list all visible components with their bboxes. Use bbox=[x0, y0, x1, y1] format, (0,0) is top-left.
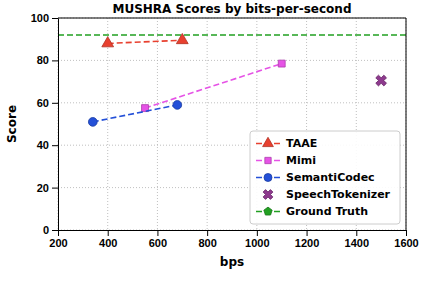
grid-line bbox=[58, 230, 406, 231]
grid-line bbox=[107, 18, 108, 230]
tick-label: 1200 bbox=[295, 237, 319, 249]
grid-line bbox=[58, 18, 59, 230]
tick-mark bbox=[356, 230, 357, 236]
tick-label: 1600 bbox=[394, 237, 418, 249]
tick-label: 60 bbox=[37, 97, 49, 109]
legend-label: Mimi bbox=[286, 154, 316, 167]
x-axis: 200 400 600 800 1000 1200 1400 1600 bbox=[49, 230, 418, 249]
legend-marker bbox=[264, 207, 272, 215]
tick: 1200 bbox=[295, 230, 319, 249]
tick-mark bbox=[58, 230, 59, 236]
tick: 80 bbox=[37, 54, 58, 66]
tick: 60 bbox=[37, 97, 58, 109]
series bbox=[142, 60, 286, 111]
legend: TAAE Mimi SemantiCodec SpeechTokenizer Groun… bbox=[250, 131, 400, 224]
legend-item: SemantiCodec bbox=[256, 171, 375, 184]
tick: 800 bbox=[198, 230, 216, 249]
tick-label: 100 bbox=[31, 12, 49, 24]
tick-label: 200 bbox=[49, 237, 67, 249]
frame bbox=[406, 18, 407, 230]
series-line bbox=[93, 105, 178, 122]
legend-label: Ground Truth bbox=[286, 205, 368, 218]
legend-item: SpeechTokenizer bbox=[261, 187, 391, 202]
legend-label: SpeechTokenizer bbox=[286, 188, 391, 201]
tick: 100 bbox=[31, 12, 58, 24]
tick: 1600 bbox=[394, 230, 418, 249]
tick-label: 1000 bbox=[245, 237, 269, 249]
marker bbox=[278, 60, 285, 67]
series bbox=[88, 101, 181, 127]
legend-item: Ground Truth bbox=[256, 205, 368, 218]
tick-mark bbox=[52, 188, 58, 189]
legend-marker bbox=[265, 157, 271, 163]
tick: 600 bbox=[149, 230, 167, 249]
marker bbox=[88, 118, 97, 127]
marker bbox=[173, 101, 182, 110]
legend-label: TAAE bbox=[286, 137, 317, 150]
grid-line bbox=[58, 102, 406, 103]
plot-data bbox=[58, 33, 406, 126]
tick-mark bbox=[406, 230, 407, 236]
legend-marker bbox=[264, 174, 272, 182]
x-axis-title: bps bbox=[220, 255, 244, 269]
title: MUSHRA Scores by bits-per-second bbox=[112, 2, 351, 16]
tick: 1400 bbox=[345, 230, 369, 249]
legend-item: TAAE bbox=[256, 137, 317, 150]
tick-mark bbox=[52, 230, 58, 231]
tick: 200 bbox=[49, 230, 67, 249]
tick-mark bbox=[257, 230, 258, 236]
tick-mark bbox=[52, 60, 58, 61]
frame bbox=[58, 18, 406, 19]
grid-line bbox=[157, 18, 158, 230]
tick-mark bbox=[52, 103, 58, 104]
tick-label: 1400 bbox=[345, 237, 369, 249]
tick-mark bbox=[52, 145, 58, 146]
series-line bbox=[145, 64, 282, 109]
grid-line bbox=[207, 18, 208, 230]
tick-label: 80 bbox=[37, 54, 49, 66]
tick-mark bbox=[52, 18, 58, 19]
marker bbox=[373, 72, 389, 88]
series bbox=[58, 34, 406, 35]
y-axis-title: Score bbox=[5, 105, 19, 143]
axis-line bbox=[58, 19, 59, 231]
reference-line bbox=[58, 34, 406, 36]
tick: 400 bbox=[99, 230, 117, 249]
tick-label: 600 bbox=[149, 237, 167, 249]
legend-marker bbox=[263, 137, 274, 146]
grid-line bbox=[58, 60, 406, 61]
axis-line bbox=[59, 230, 407, 231]
series-line bbox=[108, 40, 183, 43]
chart: 200 400 600 800 1000 1200 1400 1600 0 20 40 60 80 100… bbox=[0, 0, 424, 308]
tick-label: 800 bbox=[198, 237, 216, 249]
tick-mark bbox=[108, 230, 109, 236]
legend-label: SemantiCodec bbox=[286, 171, 375, 184]
tick-mark bbox=[157, 230, 158, 236]
legend-marker bbox=[261, 187, 276, 202]
legend-box bbox=[250, 131, 400, 224]
tick: 40 bbox=[37, 139, 58, 151]
series bbox=[373, 72, 389, 88]
grid bbox=[58, 18, 406, 230]
marker bbox=[102, 37, 114, 47]
tick: 1000 bbox=[245, 230, 269, 249]
y-axis: 0 20 40 60 80 100 bbox=[31, 12, 59, 236]
grid-line bbox=[58, 18, 406, 19]
tick-label: 20 bbox=[37, 182, 49, 194]
tick-label: 40 bbox=[37, 139, 49, 151]
tick-mark bbox=[307, 230, 308, 236]
tick: 0 bbox=[43, 224, 58, 236]
grid-line bbox=[406, 18, 407, 230]
tick: 20 bbox=[37, 182, 58, 194]
legend-item: Mimi bbox=[256, 154, 316, 167]
tick-label: 0 bbox=[43, 224, 49, 236]
tick-label: 400 bbox=[99, 237, 117, 249]
tick-mark bbox=[207, 230, 208, 236]
